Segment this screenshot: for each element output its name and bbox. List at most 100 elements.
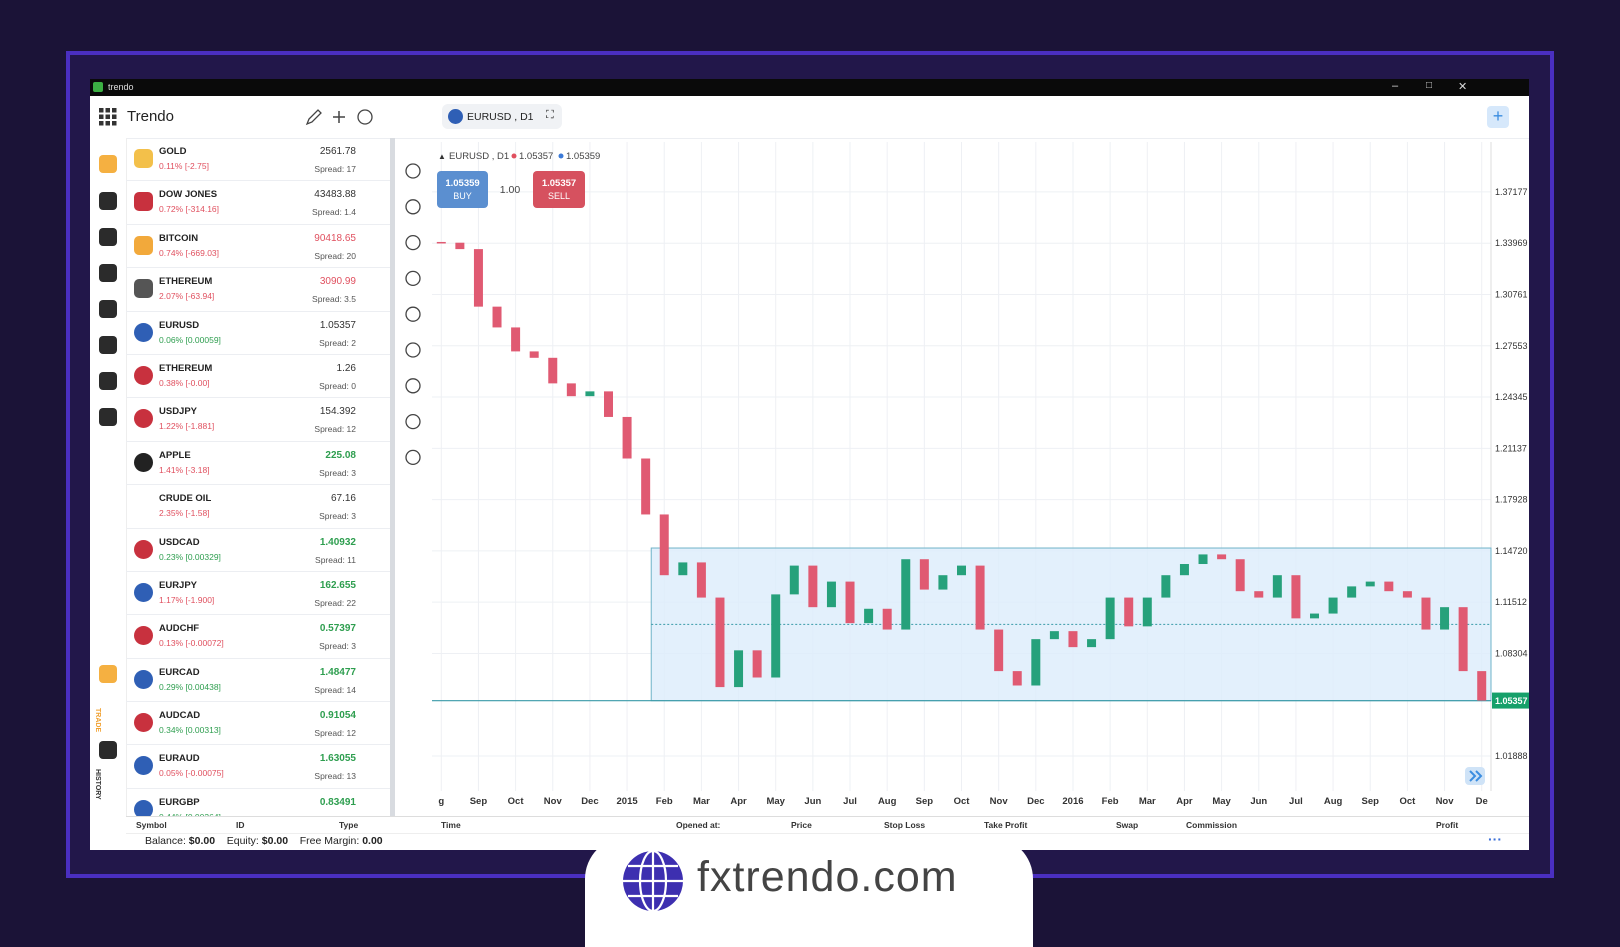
watchlist-row[interactable]: AUDCHF 0.13% [-0.00072] 0.57397 Spread: 3 [126, 615, 390, 659]
buy-button[interactable] [437, 171, 488, 208]
candle [1049, 631, 1059, 640]
edit-icon[interactable] [305, 109, 322, 126]
tool-icon[interactable] [405, 413, 421, 430]
symbol-change: 2.35% [-1.58] [159, 508, 210, 519]
candle [1440, 607, 1450, 630]
watchlist-row[interactable]: APPLE 1.41% [-3.18] 225.08 Spread: 3 [126, 442, 390, 486]
nav-icon[interactable] [99, 228, 117, 246]
symbol-change: 0.74% [-669.03] [159, 247, 220, 258]
title-bar: trendo – □ ✕ [90, 79, 1529, 96]
symbol-price: 90418.65 [314, 232, 356, 244]
symbol-name: CRUDE OIL [159, 493, 212, 505]
scroll-right-icon [1469, 770, 1483, 782]
minimize-button[interactable]: – [1392, 80, 1399, 92]
watchlist-row[interactable]: EURCAD 0.29% [0.00438] 1.48477 Spread: 14 [126, 659, 390, 703]
symbol-icon [134, 713, 153, 733]
watchlist-row[interactable]: AUDCAD 0.34% [0.00313] 0.91054 Spread: 12 [126, 702, 390, 746]
candle [641, 458, 651, 515]
symbol-spread: Spread: 3 [319, 467, 356, 478]
nav-icon[interactable] [99, 408, 117, 426]
add-icon[interactable] [333, 111, 345, 123]
chat-icon[interactable] [357, 109, 373, 125]
candle [1402, 591, 1412, 598]
symbol-change: 0.05% [-0.00075] [159, 768, 224, 779]
close-button[interactable]: ✕ [1458, 81, 1468, 93]
nav-icon[interactable] [99, 300, 117, 318]
watchlist-row[interactable]: USDCAD 0.23% [0.00329] 1.40932 Spread: 11 [126, 529, 390, 572]
watchlist-row[interactable]: GOLD 0.11% [-2.75] 2561.78 Spread: 17 [126, 138, 390, 182]
watchlist-row[interactable]: USDJPY 1.22% [-1.881] 154.392 Spread: 12 [126, 398, 390, 442]
symbol-name: APPLE [159, 449, 191, 461]
candle [1217, 554, 1227, 560]
symbol-spread: Spread: 14 [314, 684, 356, 695]
x-tick-label: Jul [843, 796, 857, 807]
side-label: HISTORY [94, 769, 101, 800]
tool-icon[interactable] [405, 270, 421, 287]
tool-icon[interactable] [405, 234, 421, 251]
nav-icon[interactable] [99, 155, 117, 173]
scrollbar[interactable] [390, 138, 395, 816]
symbol-price: 1.63055 [319, 753, 356, 765]
watchlist-row[interactable]: CRUDE OIL 2.35% [-1.58] 67.16 Spread: 3 [126, 485, 390, 529]
candle [845, 581, 855, 624]
candle [1384, 581, 1394, 592]
watchlist-row[interactable]: BITCOIN 0.74% [-669.03] 90418.65 Spread: 20 [126, 225, 390, 269]
symbol-name: EURAUD [159, 753, 200, 765]
balance-value: $0.00 [188, 835, 216, 847]
symbol-price: 1.26 [336, 362, 356, 374]
candle [1198, 554, 1208, 565]
symbol-price: 0.57397 [319, 623, 356, 635]
watchlist-row[interactable]: EURUSD 0.06% [0.00059] 1.05357 Spread: 2 [126, 312, 390, 355]
tool-icon[interactable] [405, 449, 421, 466]
candle [752, 650, 762, 678]
candle [659, 514, 669, 576]
x-tick-label: May [1212, 796, 1231, 807]
x-tick-label: Oct [954, 796, 971, 807]
x-tick-label: Apr [730, 796, 747, 807]
positions-header: Symbol ID Type Time Opened at: Price Stop Loss… [126, 816, 1529, 834]
tool-icon[interactable] [405, 378, 421, 394]
tool-icon[interactable] [405, 342, 421, 358]
watchlist-row[interactable]: EURAUD 0.05% [-0.00075] 1.63055 Spread: 13 [126, 745, 390, 789]
maximize-button[interactable]: □ [1426, 80, 1433, 91]
chart: 1.37177 1.33969 1.30761 1.27553 1.24345 1.211… [432, 142, 1529, 807]
watchlist-row[interactable]: ETHEREUM 0.38% [-0.00] 1.26 Spread: 0 [126, 355, 390, 399]
candle [826, 581, 836, 608]
watchlist-row[interactable]: ETHEREUM 2.07% [-63.94] 3090.99 Spread: 3.5 [126, 268, 390, 312]
candle [1421, 597, 1431, 630]
x-tick-label: Feb [1102, 796, 1119, 807]
tab-label: EURUSD , D1 [467, 111, 534, 123]
symbol-name: EURGBP [159, 796, 200, 808]
candle [808, 565, 818, 608]
new-chart-button[interactable]: + [1487, 106, 1509, 128]
tool-icon[interactable] [405, 199, 421, 215]
fullscreen-icon[interactable]: ⛶ [546, 109, 554, 121]
tool-icon[interactable] [405, 306, 421, 322]
sell-button[interactable] [533, 171, 585, 208]
tool-icon[interactable] [405, 163, 421, 179]
symbol-name: AUDCHF [159, 623, 200, 635]
nav-icon[interactable] [99, 192, 117, 210]
symbol-icon [134, 539, 153, 559]
column-header: Type [339, 820, 359, 830]
history-icon[interactable] [99, 741, 117, 759]
nav-icon[interactable] [99, 336, 117, 354]
legend-dot [558, 153, 564, 159]
symbol-name: EURUSD [159, 319, 200, 331]
nav-icon[interactable] [99, 264, 117, 282]
watchlist-row[interactable]: EURGBP 0.44% [0.00364] 0.83491 Spread: 11 [126, 789, 390, 816]
symbol-change: 1.17% [-1.900] [159, 594, 215, 605]
more-button[interactable]: ··· [1488, 831, 1502, 847]
watchlist-row[interactable]: DOW JONES 0.72% [-314.16] 43483.88 Spread: … [126, 181, 390, 225]
candle [678, 562, 688, 576]
nav-icon[interactable] [99, 372, 117, 390]
symbol-spread: Spread: 17 [314, 164, 356, 174]
x-tick-label: Feb [656, 796, 673, 807]
side-label: TRADE [94, 708, 101, 733]
y-tick-label: 1.33969 [1495, 238, 1528, 248]
apps-menu[interactable] [99, 108, 117, 126]
candle [771, 594, 781, 678]
trade-icon[interactable] [99, 665, 117, 683]
chart-tab[interactable]: EURUSD , D1 ⛶ [442, 104, 562, 129]
watchlist-row[interactable]: EURJPY 1.17% [-1.900] 162.655 Spread: 22 [126, 572, 390, 616]
